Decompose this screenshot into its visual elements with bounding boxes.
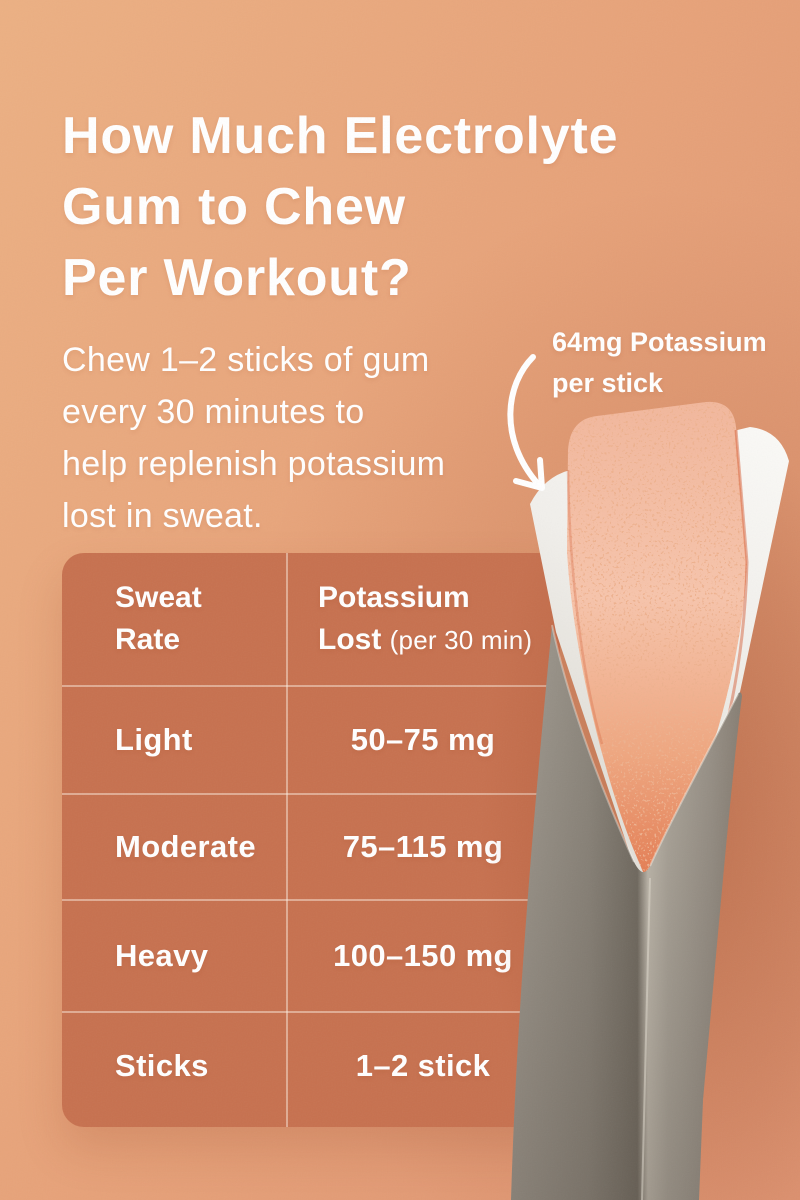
- header-potassium-line1: Potassium: [318, 581, 470, 614]
- table-column-divider: [286, 553, 288, 1127]
- gum-right-crease: [714, 429, 749, 765]
- page-title: How Much Electrolyte Gum to Chew Per Wor…: [62, 101, 618, 314]
- row-value: 75–115 mg: [342, 829, 504, 864]
- row-value: 50–75 mg: [350, 722, 496, 757]
- title-line-1: How Much Electrolyte: [62, 106, 619, 165]
- intro-line-4: lost in sweat.: [62, 497, 263, 535]
- gum-stick: [567, 401, 747, 880]
- header-potassium-lost: Potassium Lost (per 30 min): [286, 553, 560, 685]
- paper-wrapper: [530, 427, 789, 908]
- table-row-heavy: Heavy 100–150 mg: [62, 899, 560, 1011]
- sweat-rate-table: Sweat Rate Potassium Lost (per 30 min) L…: [62, 553, 560, 1127]
- title-line-2: Gum to Chew: [62, 177, 406, 236]
- foil-right-rim-highlight: [649, 693, 739, 867]
- header-lost-label: Lost: [318, 623, 382, 656]
- gum-left-crease: [566, 469, 604, 745]
- intro-line-3: help replenish potassium: [62, 445, 446, 483]
- row-label: Heavy: [115, 938, 209, 973]
- row-label: Sticks: [115, 1048, 209, 1083]
- foil-left-rim-highlight: [551, 624, 635, 863]
- header-sweat-rate-line1: Sweat: [115, 581, 202, 614]
- header-sweat-rate-line2: Rate: [115, 623, 181, 656]
- intro-text: Chew 1–2 sticks of gum every 30 minutes …: [62, 334, 445, 542]
- table-header-row: Sweat Rate Potassium Lost (per 30 min): [62, 553, 560, 685]
- intro-line-1: Chew 1–2 sticks of gum: [62, 341, 430, 379]
- title-line-3: Per Workout?: [62, 248, 412, 307]
- row-value: 100–150 mg: [333, 938, 513, 973]
- row-label: Light: [115, 722, 193, 757]
- table-row-light: Light 50–75 mg: [62, 685, 560, 793]
- header-sweat-rate: Sweat Rate: [62, 553, 286, 685]
- row-label: Moderate: [115, 829, 257, 864]
- row-value: 1–2 stick: [355, 1048, 491, 1083]
- callout-arrow-icon: [507, 354, 545, 491]
- intro-line-2: every 30 minutes to: [62, 393, 365, 431]
- header-potassium-line2: Lost (per 30 min): [318, 619, 560, 661]
- foil-center-seam: [641, 877, 651, 1200]
- callout-line-2: per stick: [552, 368, 664, 398]
- header-per-30-min-note: (per 30 min): [389, 625, 533, 655]
- callout-line-1: 64mg Potassium: [552, 327, 767, 357]
- table-row-moderate: Moderate 75–115 mg: [62, 793, 560, 899]
- table-row-sticks: Sticks 1–2 stick: [62, 1011, 560, 1119]
- potassium-callout: 64mg Potassium per stick: [552, 322, 767, 404]
